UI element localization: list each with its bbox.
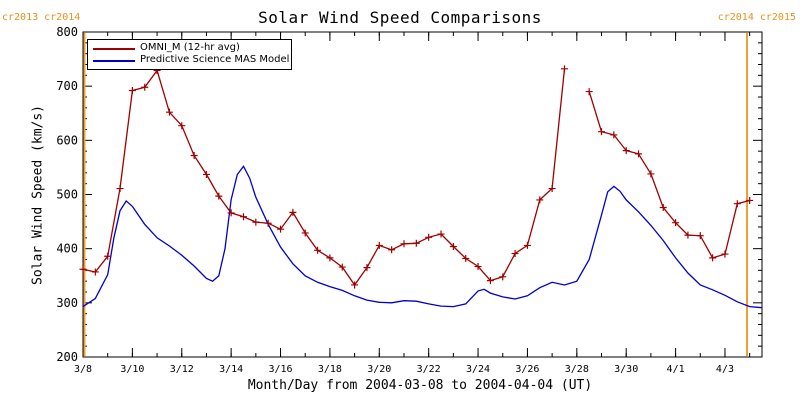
x-tick-label: 3/10 xyxy=(120,364,144,375)
x-tick-label: 3/22 xyxy=(417,364,441,375)
data-point xyxy=(326,254,334,262)
plot-border xyxy=(82,31,763,358)
data-point xyxy=(548,185,556,193)
data-point xyxy=(141,83,149,91)
data-point xyxy=(523,241,531,249)
legend-item-omni: OMNI_M (12-hr avg) xyxy=(88,42,288,55)
data-point xyxy=(412,239,420,247)
data-point xyxy=(91,268,99,276)
y-axis: 200 300 400 500 600 700 800 xyxy=(56,25,762,364)
x-tick-label: 3/24 xyxy=(466,364,490,375)
data-point xyxy=(635,150,643,158)
series-line xyxy=(82,165,763,309)
legend: OMNI_M (12-hr avg) Predictive Science MA… xyxy=(87,39,292,70)
data-point xyxy=(314,246,322,254)
data-point xyxy=(277,225,285,233)
data-point xyxy=(425,233,433,241)
data-point xyxy=(388,246,396,254)
data-point xyxy=(202,170,210,178)
carrington-label-right: cr2014 cr2015 xyxy=(717,12,796,23)
data-point xyxy=(449,243,457,250)
data-point xyxy=(79,265,87,273)
y-tick-label: 300 xyxy=(56,296,78,310)
legend-label-mas: Predictive Science MAS Model xyxy=(140,54,290,65)
data-point xyxy=(647,170,655,178)
data-point xyxy=(474,263,482,271)
carrington-markers xyxy=(83,33,748,356)
data-point xyxy=(560,65,568,73)
y-tick-label: 800 xyxy=(56,25,78,39)
legend-item-mas: Predictive Science MAS Model xyxy=(88,54,290,67)
x-axis: 3/8 3/10 3/12 3/14 3/16 3/18 3/20 3/22 3/24 3/26 3… xyxy=(74,32,751,375)
plot-frame xyxy=(82,31,763,358)
x-tick-label: 3/30 xyxy=(614,364,638,375)
data-point xyxy=(351,281,359,289)
data-point xyxy=(659,204,667,211)
data-point xyxy=(165,108,173,116)
data-point xyxy=(128,87,136,94)
data-point xyxy=(178,122,186,130)
data-point xyxy=(215,192,223,200)
series-omni-m-12-hr-avg- xyxy=(79,65,754,289)
y-tick-label: 600 xyxy=(56,133,78,147)
y-axis-label: Solar Wind Speed (km/s) xyxy=(30,104,46,286)
x-tick-label: 3/28 xyxy=(565,364,589,375)
data-point xyxy=(289,208,297,216)
data-point xyxy=(684,231,692,239)
data-point xyxy=(733,200,741,208)
data-point xyxy=(301,229,309,237)
data-point xyxy=(486,277,494,285)
data-point xyxy=(585,88,593,96)
x-tick-label: 4/3 xyxy=(716,364,734,375)
series-line xyxy=(588,91,750,259)
x-axis-label: Month/Day from 2004-03-08 to 2004-04-04 … xyxy=(247,378,593,393)
data-point xyxy=(622,147,630,155)
x-tick-label: 3/26 xyxy=(515,364,539,375)
data-point xyxy=(104,252,112,260)
chart-title: Solar Wind Speed Comparisons xyxy=(258,8,542,27)
x-tick-label: 3/14 xyxy=(219,364,243,375)
x-tick-label: 3/16 xyxy=(268,364,292,375)
legend-swatch-mas xyxy=(93,60,135,62)
y-tick-label: 700 xyxy=(56,79,78,93)
x-tick-label: 3/20 xyxy=(367,364,391,375)
data-point xyxy=(672,219,680,227)
y-tick-label: 200 xyxy=(56,350,78,364)
data-point xyxy=(338,263,346,271)
data-point xyxy=(190,152,198,159)
legend-swatch-omni xyxy=(93,48,135,50)
data-point xyxy=(375,241,383,249)
y-tick-label: 500 xyxy=(56,188,78,202)
data-point xyxy=(499,273,507,281)
data-point xyxy=(116,185,124,193)
series-layer xyxy=(79,65,763,309)
data-point xyxy=(721,250,729,258)
data-point xyxy=(709,254,717,262)
data-point xyxy=(610,131,618,139)
data-point xyxy=(437,230,445,238)
data-point xyxy=(252,218,260,226)
x-tick-label: 3/18 xyxy=(318,364,342,375)
y-tick-label: 400 xyxy=(56,242,78,256)
data-point xyxy=(696,232,704,240)
data-point xyxy=(746,196,754,204)
x-tick-label: 4/1 xyxy=(667,364,685,375)
carrington-label-left: cr2013 cr2014 xyxy=(2,12,81,23)
data-point xyxy=(598,128,606,136)
data-point xyxy=(462,254,470,262)
data-point xyxy=(536,196,544,204)
data-point xyxy=(227,209,235,217)
series-predictive-science-mas-model xyxy=(82,165,763,309)
series-line xyxy=(82,68,566,287)
legend-label-omni: OMNI_M (12-hr avg) xyxy=(140,42,240,53)
x-tick-label: 3/12 xyxy=(170,364,194,375)
x-tick-label: 3/8 xyxy=(74,364,92,375)
data-point xyxy=(400,240,408,248)
data-point xyxy=(264,219,272,227)
data-point xyxy=(511,250,519,258)
data-point xyxy=(363,264,371,272)
data-point xyxy=(239,213,247,221)
